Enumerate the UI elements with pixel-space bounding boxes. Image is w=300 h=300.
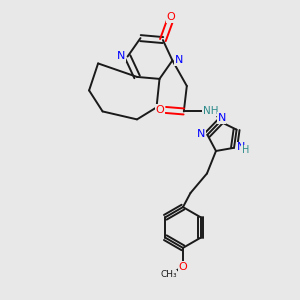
Text: NH: NH — [203, 106, 219, 116]
Text: N: N — [218, 113, 226, 123]
Text: O: O — [167, 12, 175, 22]
Text: N: N — [196, 129, 205, 139]
Text: N: N — [236, 142, 245, 152]
Text: O: O — [155, 105, 164, 115]
Text: CH₃: CH₃ — [160, 270, 177, 279]
Text: O: O — [178, 262, 188, 272]
Text: H: H — [242, 145, 249, 155]
Text: N: N — [117, 51, 125, 61]
Text: N: N — [175, 55, 183, 65]
